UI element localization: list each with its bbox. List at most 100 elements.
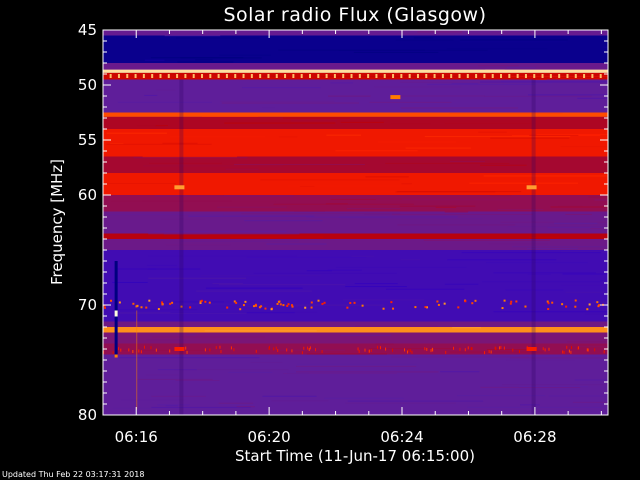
noise-streak	[283, 117, 350, 119]
noise-streak	[306, 270, 332, 272]
band-10	[103, 173, 608, 195]
speckle	[287, 303, 290, 306]
speckle	[404, 348, 406, 352]
speckle	[510, 300, 513, 303]
noise-streak	[146, 264, 177, 266]
speckle	[199, 300, 202, 303]
noise-streak	[314, 71, 357, 73]
noise-streak	[423, 239, 550, 241]
speckle	[598, 304, 601, 307]
noise-streak	[238, 306, 299, 308]
speckle	[364, 348, 366, 352]
x-axis: 06:16 06:20 06:24 06:28	[102, 30, 602, 446]
pulse-dot	[201, 74, 204, 78]
x-axis-label: Start Time (11-Jun-17 06:15:00)	[235, 447, 475, 465]
noise-streak	[505, 289, 564, 291]
noise-streak	[390, 123, 431, 125]
speckle	[275, 346, 277, 350]
pulse-dot	[109, 74, 112, 78]
speckle	[171, 301, 174, 304]
pulse-dot	[541, 74, 544, 78]
noise-streak	[327, 269, 362, 271]
band-19	[103, 343, 608, 355]
speckle	[286, 304, 289, 307]
pulse-dot	[151, 74, 154, 78]
pulse-dot	[317, 74, 320, 78]
pulse-dot	[425, 74, 428, 78]
noise-streak	[228, 371, 273, 373]
noise-streak	[555, 78, 603, 80]
noise-streak	[147, 268, 201, 270]
noise-streak	[377, 141, 457, 143]
noise-streak	[219, 54, 271, 56]
x-tick-label: 06:20	[248, 428, 291, 446]
noise-streak	[594, 199, 608, 201]
speckle	[169, 349, 171, 353]
speckle	[161, 303, 164, 306]
pulse-dot	[383, 74, 386, 78]
speckle	[148, 299, 151, 302]
pulse-dot	[192, 74, 195, 78]
speckle	[561, 303, 564, 306]
noise-streak	[450, 160, 485, 162]
noise-streak	[565, 291, 608, 293]
noise-streak	[480, 164, 527, 166]
noise-streak	[330, 198, 403, 200]
speckle	[310, 301, 313, 304]
pulse-dot	[591, 74, 594, 78]
pulse-dot	[408, 74, 411, 78]
speckle	[270, 308, 273, 311]
noise-streak	[584, 313, 608, 315]
noise-streak	[467, 406, 605, 408]
noise-streak	[120, 399, 186, 401]
noise-streak	[369, 348, 454, 350]
pulse-dot	[217, 74, 220, 78]
speckle	[424, 347, 426, 351]
speckle	[518, 349, 520, 353]
noise-streak	[518, 386, 588, 388]
speckle	[570, 350, 572, 354]
speckle	[199, 301, 202, 304]
noise-streak	[133, 303, 267, 305]
noise-streak	[326, 134, 362, 136]
pulse-dot	[483, 74, 486, 78]
speckle	[500, 345, 502, 349]
pulse-dot	[458, 74, 461, 78]
speckle	[499, 346, 501, 350]
speckle	[457, 306, 460, 309]
noise-streak	[493, 311, 608, 313]
noise-streak	[452, 327, 481, 329]
noise-streak	[201, 115, 259, 117]
x-tick-label: 06:16	[115, 428, 158, 446]
noise-streak	[345, 402, 456, 404]
speckle	[143, 345, 145, 349]
noise-streak	[273, 203, 414, 205]
speckle	[370, 348, 372, 352]
speckle	[233, 300, 236, 303]
speckle	[189, 306, 192, 309]
speckle	[155, 348, 157, 352]
pulse-dot	[292, 74, 295, 78]
pulse-dot	[367, 74, 370, 78]
noise-streak	[497, 208, 544, 210]
noise-streak	[148, 233, 208, 235]
speckle	[574, 299, 577, 302]
noise-streak	[503, 82, 553, 84]
speckle	[120, 348, 122, 352]
noise-streak	[572, 401, 608, 403]
noise-streak	[400, 259, 420, 261]
speckle	[169, 302, 172, 305]
speckle	[410, 349, 412, 353]
noise-streak	[196, 290, 312, 292]
speckle	[209, 348, 211, 352]
pulse-dot	[566, 74, 569, 78]
noise-streak	[488, 243, 548, 245]
speckle	[392, 348, 394, 352]
speckle	[524, 305, 527, 308]
speckle	[464, 300, 467, 303]
noise-streak	[120, 312, 247, 314]
noise-streak	[560, 284, 608, 286]
noise-streak	[447, 259, 557, 261]
pulse-dot	[450, 74, 453, 78]
noise-streak	[224, 122, 336, 124]
